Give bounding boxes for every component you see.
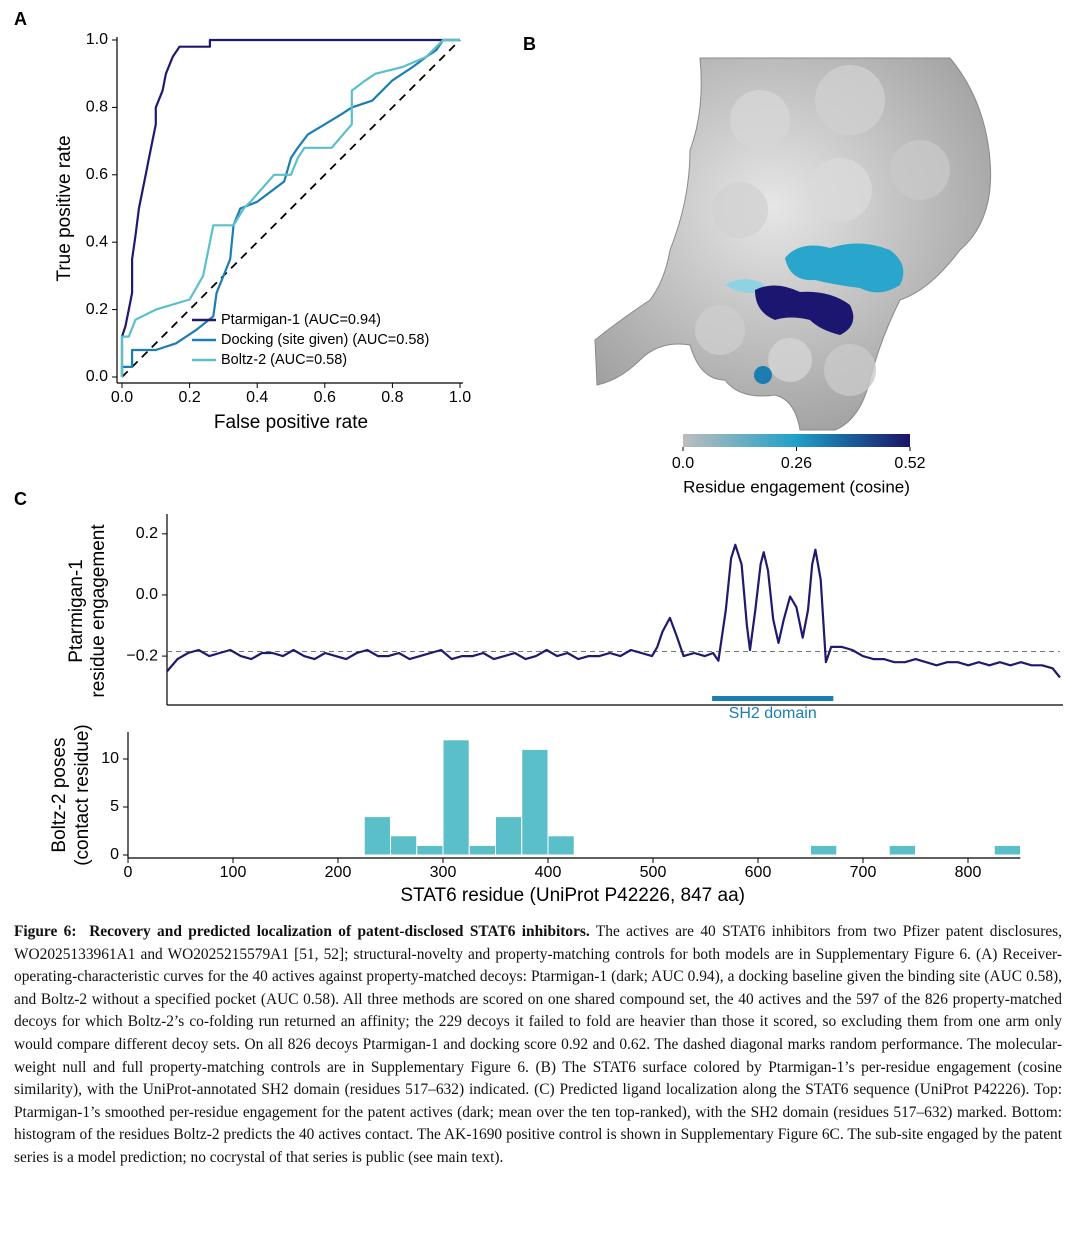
y-tick-label: 1.0 [86,31,108,48]
caption: Figure 6: Recovery and predicted localiz… [14,921,1062,1170]
y-tick-label: 5 [110,798,119,815]
histogram-bar [363,816,391,856]
colorbar-tick-label: 0.26 [781,455,812,472]
x-axis-title: False positive rate [214,412,368,433]
histogram-bar [993,844,1021,856]
protein-surface [594,57,992,431]
histogram-bar [390,835,418,856]
x-tick-label: 100 [220,864,247,881]
y-tick-label: 0 [110,846,119,863]
x-tick-label: 800 [955,864,982,881]
y-axis-title: Ptarmigan-1 [66,559,87,663]
series-line [166,543,1061,679]
panel-label: A [14,9,27,29]
y-axis-title: (contact residue) [72,724,93,866]
x-tick-label: 0.6 [314,389,336,406]
histogram-bar [495,816,523,856]
figure: A B C 0.0 0.2 0.4 0.6 0.8 1.0 0.0 0.2 0.4 0.6 0.8 1… [14,9,1063,906]
domain-label: SH2 domain [729,705,817,722]
chance-diagonal [121,39,461,378]
panel-label: B [523,34,536,54]
x-tick-label: 700 [850,864,877,881]
series-line [120,38,460,377]
histogram-bar [888,844,916,856]
caption-title: Recovery and predicted localization of p… [89,923,590,940]
histogram-bar [810,844,838,856]
y-tick-label: 0.4 [86,233,108,250]
x-tick-label: 500 [640,864,667,881]
caption-label: Figure 6: [14,923,77,940]
histogram-bar [468,844,496,856]
x-tick-label: 0.0 [111,389,133,406]
colorbar-tick-label: 0.52 [894,455,925,472]
x-tick-label: 600 [745,864,772,881]
series-line [120,38,460,377]
panel-label: C [14,489,27,509]
x-tick-label: 0.4 [246,389,268,406]
y-axis-title: residue engagement [88,524,109,698]
x-tick-label: 200 [325,864,352,881]
y-axis-title: Boltz-2 poses [49,737,70,852]
y-tick-label: 0.8 [86,99,108,116]
x-tick-label: 300 [430,864,457,881]
histogram-bar [547,835,575,856]
legend-label: Docking (site given) (AUC=0.58) [221,332,429,348]
series-line [120,38,460,377]
y-tick-label: −0.2 [126,647,158,664]
y-tick-label: 0.6 [86,166,108,183]
legend-label: Ptarmigan-1 (AUC=0.94) [221,312,381,328]
x-tick-label: 0 [124,864,133,881]
x-axis-title: STAT6 residue (UniProt P42226, 847 aa) [400,885,745,906]
y-tick-label: 0.0 [136,586,158,603]
colorbar-tick-label: 0.0 [672,455,694,472]
histogram-bar [416,844,444,856]
y-tick-label: 0.2 [86,301,108,318]
y-tick-label: 0.0 [86,368,108,385]
colorbar [683,434,910,447]
x-tick-label: 0.8 [381,389,403,406]
x-tick-label: 1.0 [449,389,471,406]
y-tick-label: 10 [101,750,119,767]
histogram-bar [521,748,549,856]
legend-label: Boltz-2 (AUC=0.58) [221,352,347,368]
y-tick-label: 0.2 [136,525,158,542]
x-tick-label: 400 [535,864,562,881]
histogram-bar [442,739,470,856]
colorbar-title: Residue engagement (cosine) [683,477,910,496]
x-tick-label: 0.2 [178,389,200,406]
caption-text: The actives are 40 STAT6 inhibitors from… [14,923,1062,1166]
domain-bar [712,696,834,701]
y-axis-title: True positive rate [54,135,75,281]
